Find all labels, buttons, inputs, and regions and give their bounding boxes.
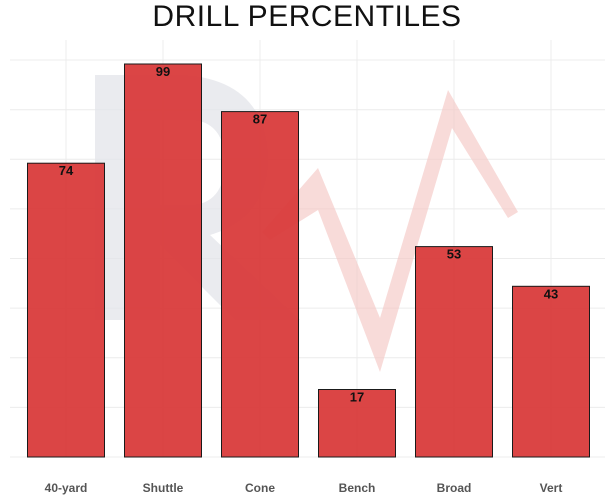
data-label: 43 bbox=[544, 286, 558, 301]
data-label: 74 bbox=[59, 163, 74, 178]
x-tick-label: Broad bbox=[437, 481, 472, 495]
bar-shuttle bbox=[124, 63, 202, 458]
data-label: 53 bbox=[447, 247, 461, 262]
data-label: 99 bbox=[156, 64, 170, 79]
bar-vert bbox=[512, 285, 590, 458]
x-tick-label: Bench bbox=[339, 481, 376, 495]
x-tick-label: Vert bbox=[540, 481, 563, 495]
data-labels: 74 99 87 17 53 43 bbox=[59, 64, 558, 405]
bar-broad bbox=[415, 246, 493, 458]
x-axis-tick-labels: 40-yard Shuttle Cone Bench Broad Vert bbox=[45, 481, 563, 495]
data-label: 17 bbox=[350, 390, 364, 405]
bar-cone bbox=[221, 111, 299, 458]
bar-bench bbox=[318, 389, 396, 458]
bar-40-yard bbox=[27, 162, 105, 458]
x-tick-label: 40-yard bbox=[45, 481, 88, 495]
x-tick-label: Cone bbox=[245, 481, 275, 495]
bars bbox=[27, 63, 590, 458]
x-tick-label: Shuttle bbox=[143, 481, 184, 495]
data-label: 87 bbox=[253, 112, 267, 127]
chart-title: DRILL PERCENTILES bbox=[152, 0, 462, 33]
